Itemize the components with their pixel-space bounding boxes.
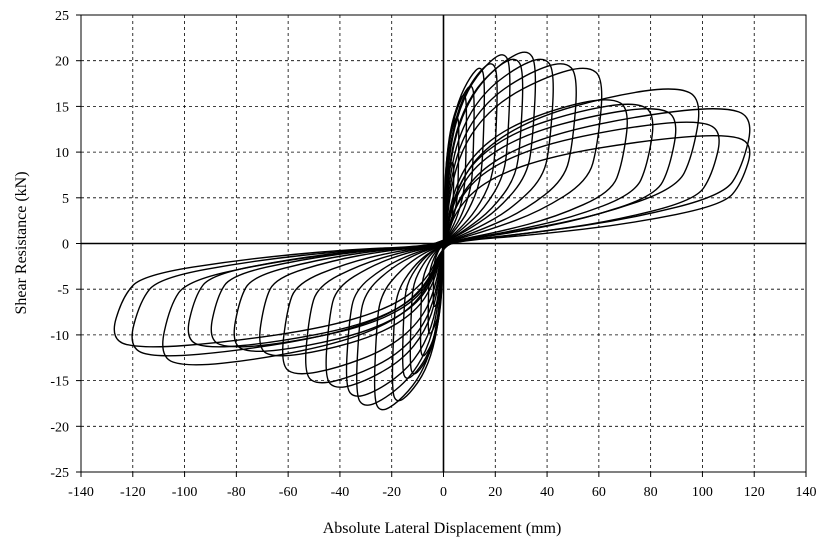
x-tick-label: -100 xyxy=(172,485,198,500)
hysteresis-loop xyxy=(113,135,751,348)
x-tick-label: 100 xyxy=(692,485,713,500)
x-tick-label: 140 xyxy=(796,485,817,500)
hysteresis-loop xyxy=(345,51,537,397)
hysteresis-loop xyxy=(373,54,511,411)
x-tick-label: -80 xyxy=(227,485,246,500)
y-tick-label: -25 xyxy=(50,466,69,481)
hysteresis-loop xyxy=(131,108,751,357)
x-tick-label: 80 xyxy=(644,485,658,500)
y-tick-label: -5 xyxy=(57,283,69,298)
x-tick-label: 20 xyxy=(488,485,502,500)
x-tick-label: -60 xyxy=(279,485,298,500)
x-tick-label: 120 xyxy=(744,485,765,500)
y-tick-label: 15 xyxy=(55,100,69,115)
x-tick-label: 40 xyxy=(540,485,554,500)
y-tick-label: 5 xyxy=(62,192,69,207)
y-tick-label: 20 xyxy=(55,55,69,70)
x-tick-label: -120 xyxy=(120,485,146,500)
y-tick-label: -20 xyxy=(50,420,69,435)
y-tick-label: -15 xyxy=(50,375,69,390)
x-axis-title: Absolute Lateral Displacement (mm) xyxy=(323,520,562,537)
x-tick-label: -140 xyxy=(68,485,94,500)
y-tick-label: -10 xyxy=(50,329,69,344)
x-tick-label: 60 xyxy=(592,485,606,500)
tick-labels: -140 -120 -100 -80 -60 -40 -20 0 20 40 60 80 100 120 1… xyxy=(50,9,816,500)
y-tick-label: 25 xyxy=(55,9,69,24)
y-tick-label: 10 xyxy=(55,146,69,161)
x-tick-label: -20 xyxy=(382,485,401,500)
hysteresis-curves xyxy=(113,51,751,411)
x-tick-label: -40 xyxy=(331,485,350,500)
y-axis-title: Shear Resistance (kN) xyxy=(13,171,30,314)
hysteresis-loop xyxy=(325,58,554,388)
y-tick-label: 0 xyxy=(62,238,69,253)
axes xyxy=(76,14,807,477)
x-tick-label: 0 xyxy=(440,485,447,500)
